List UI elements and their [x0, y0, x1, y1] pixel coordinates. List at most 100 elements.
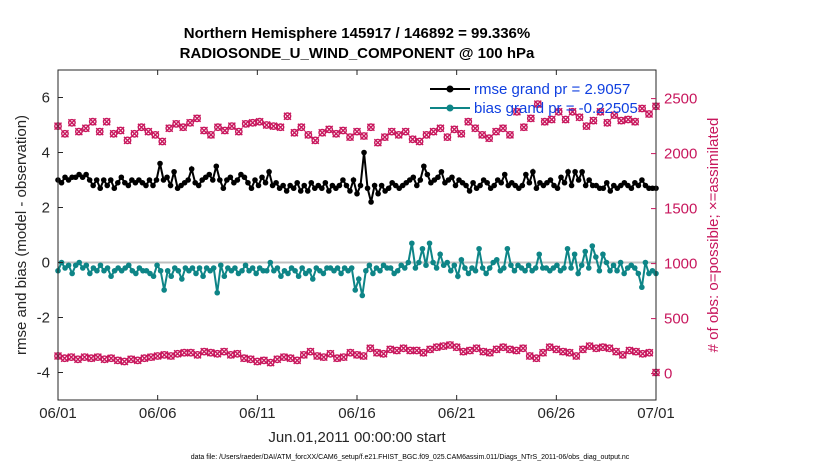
rmse-point	[220, 185, 227, 192]
bias-point	[433, 265, 440, 271]
rmse-point	[157, 160, 163, 167]
bias-point	[621, 270, 627, 277]
rmse-point	[575, 177, 582, 183]
bias-point	[603, 259, 610, 266]
bias-point	[578, 262, 585, 269]
y-axis-right-ticks: 0 500 1000 1500 2000 2500	[651, 91, 697, 383]
bias-point	[214, 289, 221, 296]
rmse-point	[104, 182, 111, 189]
obs-assimilated-marker	[366, 344, 375, 353]
bias-point	[610, 262, 617, 269]
rmse-point	[245, 179, 251, 186]
bias-point	[593, 254, 599, 260]
rmse-point	[58, 179, 65, 186]
obs-assimilated-marker	[412, 346, 421, 355]
bias-point	[465, 270, 472, 277]
x-tick-label: 06/01	[39, 405, 77, 422]
obs-possible-marker	[568, 107, 577, 116]
obs-possible-marker	[74, 127, 83, 136]
rmse-point	[568, 182, 575, 189]
y-right-tick-label: 500	[664, 311, 689, 328]
bias-point	[164, 267, 171, 274]
obs-possible-marker	[617, 116, 626, 125]
rmse-point	[283, 188, 290, 194]
bias-point	[253, 270, 259, 277]
rmse-point	[582, 182, 589, 189]
rmse-point	[322, 179, 329, 186]
bias-point	[575, 270, 581, 277]
bias-point	[561, 265, 567, 271]
bias-point	[394, 267, 401, 274]
rmse-point	[86, 177, 93, 183]
x-axis-label: Jun.01,2011 00:00:00 start	[268, 429, 446, 446]
bias-point	[348, 265, 355, 271]
rmse-point	[280, 182, 286, 189]
rmse-point	[452, 182, 459, 189]
obs-possible-marker	[220, 126, 229, 135]
rmse-point	[361, 149, 367, 156]
rmse-point	[209, 177, 216, 183]
obs-assimilated-marker	[133, 356, 142, 365]
obs-assimilated-marker	[499, 343, 508, 352]
bias-point	[168, 273, 175, 280]
rmse-point	[466, 188, 473, 194]
bias-point	[150, 273, 157, 280]
rmse-point	[255, 182, 262, 189]
bias-point	[65, 262, 72, 269]
obs-possible-marker	[262, 121, 271, 129]
bias-point	[133, 270, 139, 277]
rmse-point	[438, 168, 445, 175]
bias-point	[97, 262, 104, 269]
obs-assimilated-marker	[392, 346, 401, 355]
obs-possible-marker	[179, 123, 188, 132]
bias-point	[306, 267, 313, 274]
obs-assimilated-marker	[107, 354, 116, 363]
rmse-point	[301, 182, 308, 189]
obs-possible-marker	[443, 133, 452, 142]
y-axis-left-ticks: -4 -2 0 2 4 6	[37, 90, 63, 382]
y-right-tick-label: 2500	[664, 91, 697, 108]
obs-possible-marker	[415, 137, 424, 146]
bias-point	[242, 262, 249, 269]
obs-possible-marker	[366, 123, 375, 132]
obs-possible-marker	[241, 119, 250, 128]
rmse-point	[252, 177, 258, 183]
bias-point	[451, 262, 458, 269]
bias-point	[267, 259, 274, 266]
bias-point	[631, 265, 638, 271]
rmse-point	[350, 177, 357, 183]
bias-point	[405, 259, 412, 266]
obs-possible-marker	[359, 132, 368, 140]
obs-assimilated-marker	[512, 346, 521, 355]
bias-point	[292, 267, 298, 274]
obs-assimilated-marker	[572, 352, 581, 360]
rmse-point	[572, 168, 578, 175]
obs-assimilated-marker	[545, 343, 554, 352]
bias-point	[493, 256, 500, 263]
obs-possible-marker	[554, 107, 563, 116]
obs-assimilated-marker	[233, 349, 242, 358]
obs-possible-marker	[172, 119, 181, 128]
obs-possible-marker	[631, 117, 640, 126]
bias-point	[600, 251, 606, 258]
obs-assimilated-marker	[645, 348, 654, 357]
obs-possible-marker	[283, 112, 292, 121]
obs-possible-marker	[67, 118, 76, 127]
bias-point	[154, 262, 160, 269]
obs-possible-marker	[227, 122, 236, 131]
rmse-point	[83, 171, 89, 178]
bias-point	[104, 265, 111, 271]
rmse-point	[470, 179, 476, 186]
y-left-tick-label: -4	[37, 365, 50, 382]
bias-point	[334, 265, 341, 271]
obs-possible-marker	[109, 129, 118, 138]
obs-assimilated-marker	[359, 352, 368, 360]
obs-assimilated-marker	[465, 346, 474, 355]
rmse-point	[297, 188, 304, 194]
obs-possible-marker	[186, 118, 195, 127]
rmse-point	[227, 174, 234, 181]
bias-point	[501, 265, 507, 271]
obs-possible-marker	[88, 117, 97, 126]
y-left-tick-label: 6	[42, 90, 50, 107]
rmse-point	[561, 179, 568, 186]
